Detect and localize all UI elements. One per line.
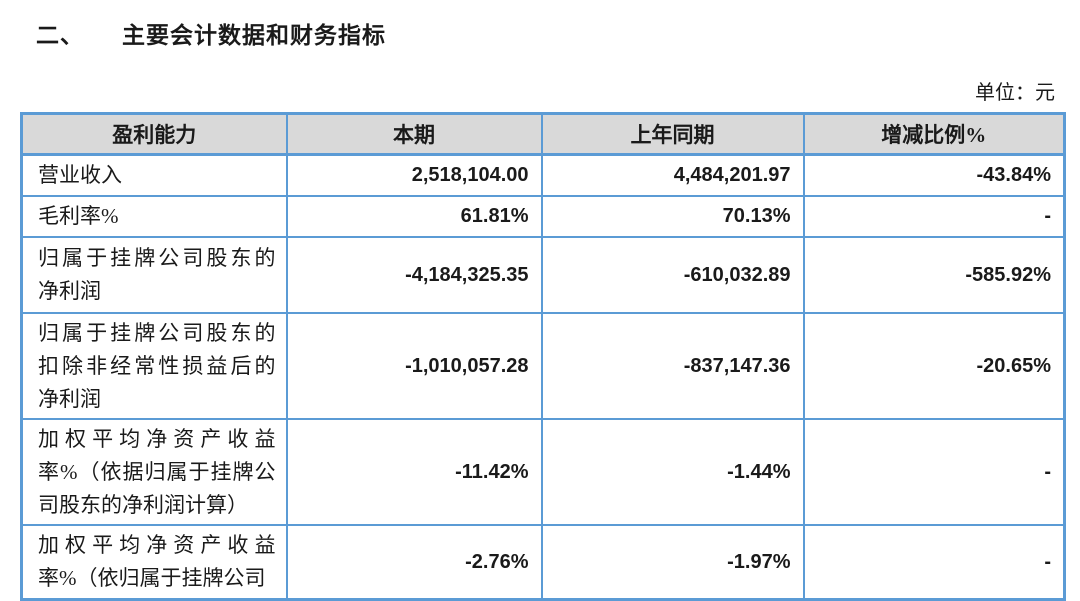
row-label-cell: 归属于挂牌公司股东的 扣除非经常性损益后的 净利润 xyxy=(20,312,288,420)
section-heading: 二、 主要会计数据和财务指标 xyxy=(36,16,1080,50)
row-label-cell: 加权平均净资产收益 率%（依归属于挂牌公司 xyxy=(20,524,288,601)
financial-indicators-table: 盈利能力 本期 上年同期 增减比例% 营业收入 2,518,104.00 4,4… xyxy=(20,112,1066,601)
current-period-cell: 2,518,104.00 xyxy=(285,153,543,197)
prior-period-cell: 70.13% xyxy=(540,195,805,238)
table-row: 归属于挂牌公司股东的 净利润 -4,184,325.35 -610,032.89 … xyxy=(20,236,1066,314)
row-label-cell: 营业收入 xyxy=(20,153,288,197)
header-profitability: 盈利能力 xyxy=(20,112,288,156)
table-row: 毛利率% 61.81% 70.13% - xyxy=(20,195,1066,238)
header-change-ratio: 增减比例% xyxy=(802,112,1066,156)
current-period-cell: -4,184,325.35 xyxy=(285,236,543,314)
row-label-cell: 毛利率% xyxy=(20,195,288,238)
table-row: 归属于挂牌公司股东的 扣除非经常性损益后的 净利润 -1,010,057.28 -8… xyxy=(20,312,1066,420)
header-current-period: 本期 xyxy=(285,112,543,156)
current-period-cell: -2.76% xyxy=(285,524,543,601)
page-container: 二、 主要会计数据和财务指标 单位：元 盈利能力 本期 上年同期 增减比例% 营业… xyxy=(0,16,1080,601)
prior-period-cell: -1.44% xyxy=(540,418,805,526)
current-period-cell: 61.81% xyxy=(285,195,543,238)
change-ratio-cell: - xyxy=(802,195,1066,238)
table-body: 营业收入 2,518,104.00 4,484,201.97 -43.84% 毛… xyxy=(20,153,1066,601)
section-number: 二、 xyxy=(36,22,84,48)
prior-period-cell: 4,484,201.97 xyxy=(540,153,805,197)
row-label-cell: 归属于挂牌公司股东的 净利润 xyxy=(20,236,288,314)
current-period-cell: -11.42% xyxy=(285,418,543,526)
change-ratio-cell: -20.65% xyxy=(802,312,1066,420)
prior-period-cell: -1.97% xyxy=(540,524,805,601)
change-ratio-cell: -585.92% xyxy=(802,236,1066,314)
current-period-cell: -1,010,057.28 xyxy=(285,312,543,420)
prior-period-cell: -610,032.89 xyxy=(540,236,805,314)
table-row: 加权平均净资产收益 率%（依据归属于挂牌公 司股东的净利润计算） -11.42% -… xyxy=(20,418,1066,526)
row-label-cell: 加权平均净资产收益 率%（依据归属于挂牌公 司股东的净利润计算） xyxy=(20,418,288,526)
table-row: 营业收入 2,518,104.00 4,484,201.97 -43.84% xyxy=(20,153,1066,197)
unit-label: 单位：元 xyxy=(975,82,1055,104)
header-prior-period: 上年同期 xyxy=(540,112,805,156)
change-ratio-cell: - xyxy=(802,524,1066,601)
change-ratio-cell: - xyxy=(802,418,1066,526)
table-header-row: 盈利能力 本期 上年同期 增减比例% xyxy=(20,112,1066,156)
page-title: 主要会计数据和财务指标 xyxy=(122,22,386,48)
prior-period-cell: -837,147.36 xyxy=(540,312,805,420)
table-row: 加权平均净资产收益 率%（依归属于挂牌公司 -2.76% -1.97% - xyxy=(20,524,1066,601)
change-ratio-cell: -43.84% xyxy=(802,153,1066,197)
